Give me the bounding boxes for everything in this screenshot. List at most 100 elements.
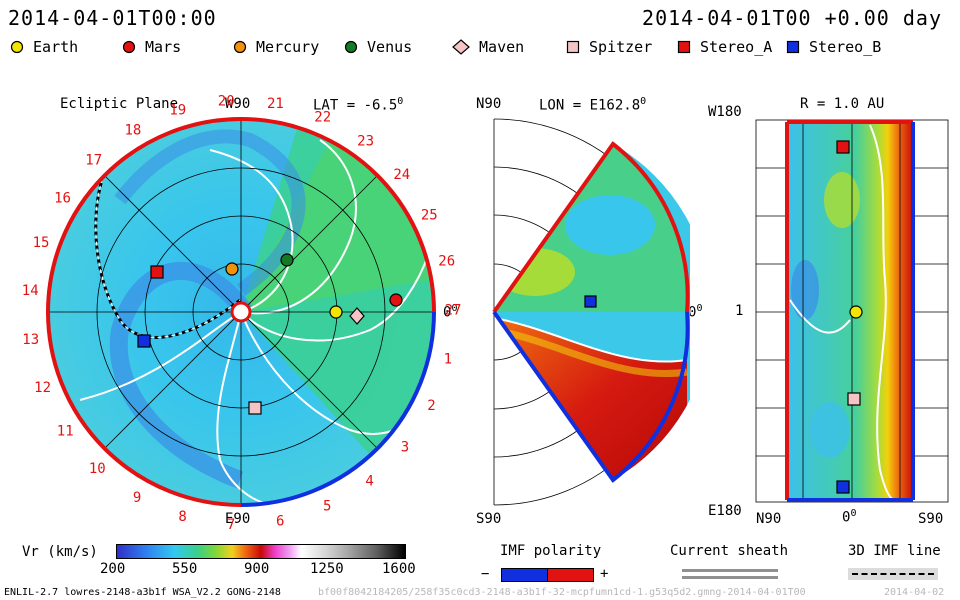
rotation-number: 8 (178, 509, 186, 525)
current-sheath-line (94, 179, 241, 339)
sphere-stereo-a-marker (836, 140, 850, 154)
colorbar-tick-1250: 1250 (310, 561, 344, 577)
legend-earth-label: Earth (33, 38, 79, 56)
ecliptic-right-sup: 0 (451, 303, 458, 314)
sphere-bottom-mid-sup: 0 (850, 508, 857, 519)
ecliptic-top-label: W90 (225, 96, 251, 112)
meridional-boundary-blue (492, 310, 690, 483)
meridional-stereo-b-marker (584, 295, 597, 308)
sphere-stereo-b-marker (836, 480, 850, 494)
sphere-bottom-left-label: E180 (708, 503, 742, 519)
lon-degree-sup: 0 (640, 96, 647, 107)
stereo-b-marker (137, 334, 151, 348)
rotation-number: 2 (427, 398, 435, 414)
outer-boundary-blue (240, 311, 436, 507)
rotation-number: 20 (218, 94, 235, 110)
current-sheath-swatch-2 (682, 576, 778, 579)
meridional-right-label: 00 (688, 303, 702, 321)
imf-negative-swatch (501, 568, 548, 582)
legend-maven: Maven (452, 38, 524, 56)
ecliptic-right-text: 0 (443, 304, 452, 321)
imf-plus-sign: + (600, 566, 609, 582)
colorbar-tick-550: 550 (172, 561, 198, 577)
sphere-bottom-n-label: N90 (756, 511, 782, 527)
stereo-a-marker-icon (677, 40, 691, 54)
rotation-number: 5 (323, 499, 331, 515)
legend-mars-label: Mars (145, 38, 182, 56)
footer-date: 2014-04-02 (884, 587, 945, 598)
rotation-number: 23 (357, 134, 374, 150)
sphere-cyan-blob (810, 402, 850, 458)
sphere-top-left-label: W180 (708, 104, 742, 120)
rotation-number: 19 (169, 103, 186, 119)
imf-spiral-line-5 (216, 311, 271, 505)
start-time: 2014-04-01T00:00 (8, 6, 217, 30)
lat-label: LAT = -6.50 (313, 96, 403, 114)
current-sheath-swatch-1 (682, 569, 778, 572)
meridional-bottom-label: S90 (476, 511, 502, 527)
sphere-white-line (869, 124, 896, 501)
legend-earth: Earth (10, 38, 78, 56)
imf-line-title: 3D IMF line (848, 543, 941, 559)
sphere-bottom-mid-label: 00 (842, 508, 856, 526)
meridional-top-label: N90 (476, 96, 502, 112)
sphere-white-line-2 (789, 299, 851, 334)
maven-marker (349, 307, 365, 325)
mercury-marker (225, 262, 239, 276)
sphere-mid-left-label: 1 (735, 303, 744, 319)
legend-venus: Venus (344, 38, 412, 56)
sphere-earth-marker (849, 305, 863, 319)
blue-stream-band (109, 262, 253, 489)
rotation-number: 16 (54, 191, 71, 207)
legend-stereo-a: Stereo_A (677, 38, 772, 56)
earth-marker-icon (10, 40, 24, 54)
imf-spiral-line-3 (240, 249, 431, 342)
rotation-number: 21 (267, 96, 284, 112)
rotation-number: 17 (85, 153, 102, 169)
sun-icon (230, 301, 252, 323)
imf-spiral-line-2 (240, 139, 357, 315)
blue-stream-band-2 (114, 129, 306, 296)
mars-marker (389, 293, 403, 307)
ecliptic-right-label: 00 (443, 303, 457, 321)
rotation-number: 13 (22, 332, 39, 348)
imf-line-swatch (852, 573, 934, 575)
earth-marker (329, 305, 343, 319)
rotation-number: 10 (89, 461, 106, 477)
meridional-white-line (494, 317, 688, 363)
imf-positive-swatch (547, 568, 594, 582)
rotation-number: 6 (276, 513, 284, 529)
imf-spiral-line-6 (79, 311, 242, 401)
colorbar-gradient (116, 544, 406, 559)
rotation-number: 24 (393, 167, 410, 183)
venus-marker-icon (344, 40, 358, 54)
meridional-blue-blob (565, 195, 655, 255)
footer-model: ENLIL-2.7 lowres-2148-a3b1f WSA_V2.2 GON… (4, 587, 281, 598)
footer-run-id: bf00f8042184205/258f35c0cd3-2148-a3b1f-3… (318, 587, 806, 598)
legend-maven-label: Maven (479, 38, 525, 56)
colorbar-tick-200: 200 (100, 561, 126, 577)
rotation-number: 27 (445, 303, 462, 319)
sphere-spitzer-marker (847, 392, 861, 406)
rotation-number: 11 (57, 424, 74, 440)
sphere-blue-blob (791, 260, 819, 320)
legend-mercury: Mercury (233, 38, 319, 56)
legend-stereo-b: Stereo_B (786, 38, 881, 56)
body-legend: Earth Mars Mercury Venus Maven Spitzer S… (10, 38, 910, 58)
lon-label: LON = E162.80 (539, 96, 646, 114)
meridional-yellow-band (494, 326, 688, 378)
legend-spitzer: Spitzer (566, 38, 652, 56)
imf-spiral-line (209, 149, 294, 313)
outer-boundary-red (46, 117, 436, 507)
rotation-number: 25 (421, 208, 438, 224)
legend-venus-label: Venus (367, 38, 413, 56)
legend-stereo-a-label: Stereo_A (700, 38, 773, 56)
rotation-number: 15 (33, 235, 50, 251)
rotation-number: 18 (124, 123, 141, 139)
rotation-number: 4 (365, 474, 373, 490)
lat-text: LAT = -6.5 (313, 97, 398, 114)
ecliptic-title: Ecliptic Plane (60, 96, 179, 112)
